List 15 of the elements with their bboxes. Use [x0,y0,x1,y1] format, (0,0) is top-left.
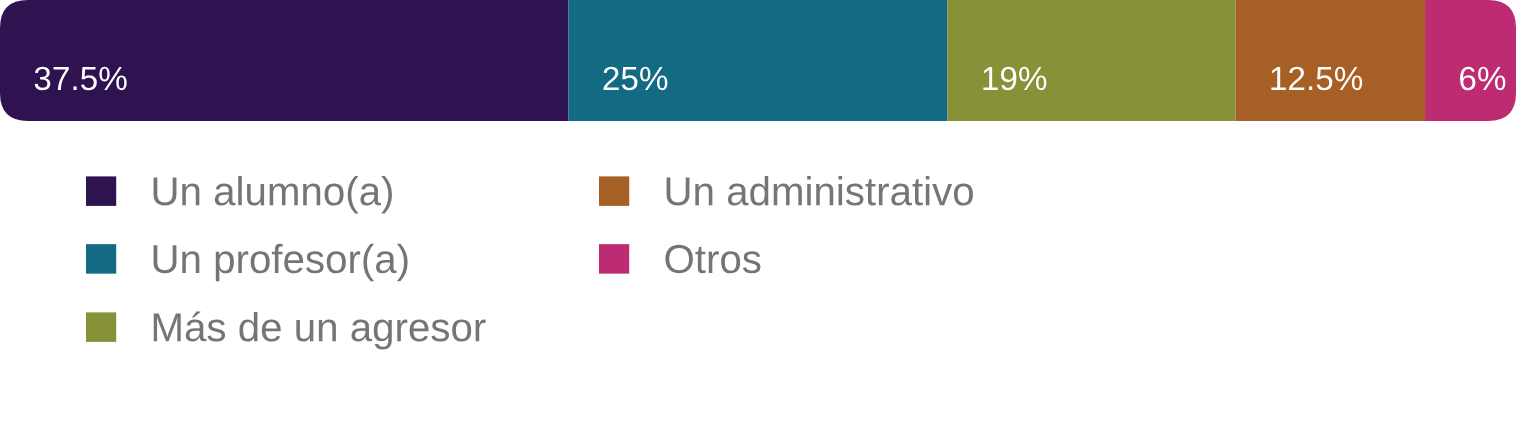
bar [947,0,1236,121]
bar [0,0,569,121]
data-label: 25% [603,66,668,91]
data-label: 19% [983,66,1047,91]
bar [1425,0,1516,121]
data-label: 12.5% [1271,66,1363,91]
data-label: 6% [1460,66,1506,91]
bar [1235,0,1426,121]
legend-label: Un administrativo [666,176,973,206]
legend-label: Más de un agresor [153,311,486,350]
legend-label: Otros [665,244,761,274]
data-label: 37.5% [34,66,127,91]
bar [568,0,948,121]
legend-label: Un alumno(a) [153,176,392,214]
legend-label: Un profesor(a) [153,243,408,282]
